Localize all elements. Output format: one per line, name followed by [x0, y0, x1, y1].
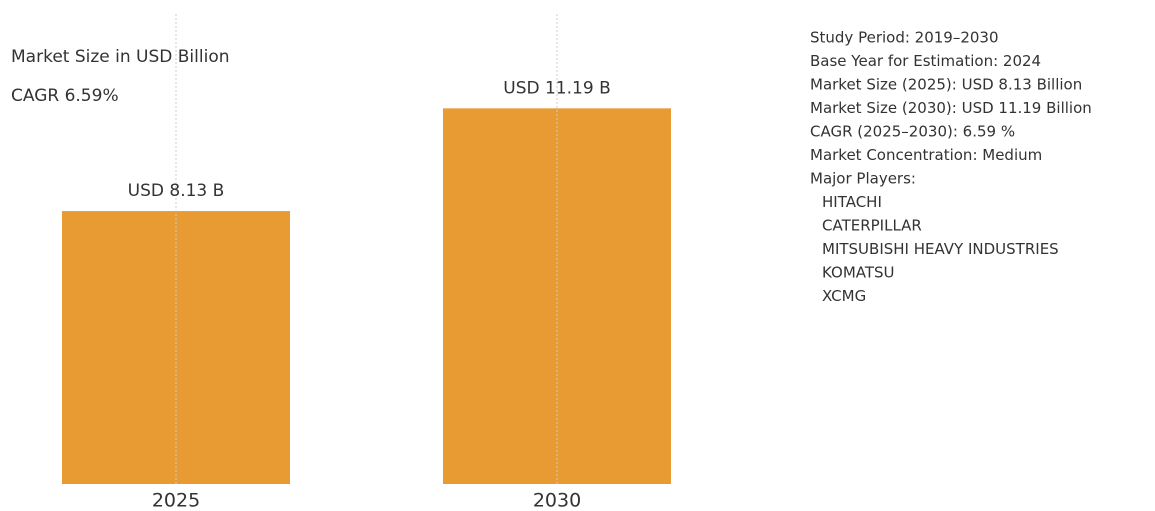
x-tick-label: 2025 — [152, 490, 200, 511]
info-line: Market Size (2025): USD 8.13 Billion — [810, 76, 1082, 94]
annotation: Market Size in USD Billion — [11, 47, 230, 67]
info-line: Major Players: — [810, 170, 916, 188]
annotation: CAGR 6.59% — [11, 86, 119, 106]
player: CATERPILLAR — [822, 217, 922, 235]
player: KOMATSU — [822, 264, 895, 282]
player: XCMG — [822, 287, 866, 305]
value-label: USD 11.19 B — [503, 78, 610, 98]
x-tick-label: 2030 — [533, 490, 581, 511]
info-line: Market Concentration: Medium — [810, 146, 1042, 164]
info-line: CAGR (2025–2030): 6.59 % — [810, 123, 1015, 141]
player: MITSUBISHI HEAVY INDUSTRIES — [822, 240, 1059, 258]
player: HITACHI — [822, 193, 882, 211]
info-line: Market Size (2030): USD 11.19 Billion — [810, 99, 1092, 117]
info-line: Study Period: 2019–2030 — [810, 29, 999, 47]
info-line: Base Year for Estimation: 2024 — [810, 52, 1041, 70]
value-label: USD 8.13 B — [128, 181, 225, 201]
